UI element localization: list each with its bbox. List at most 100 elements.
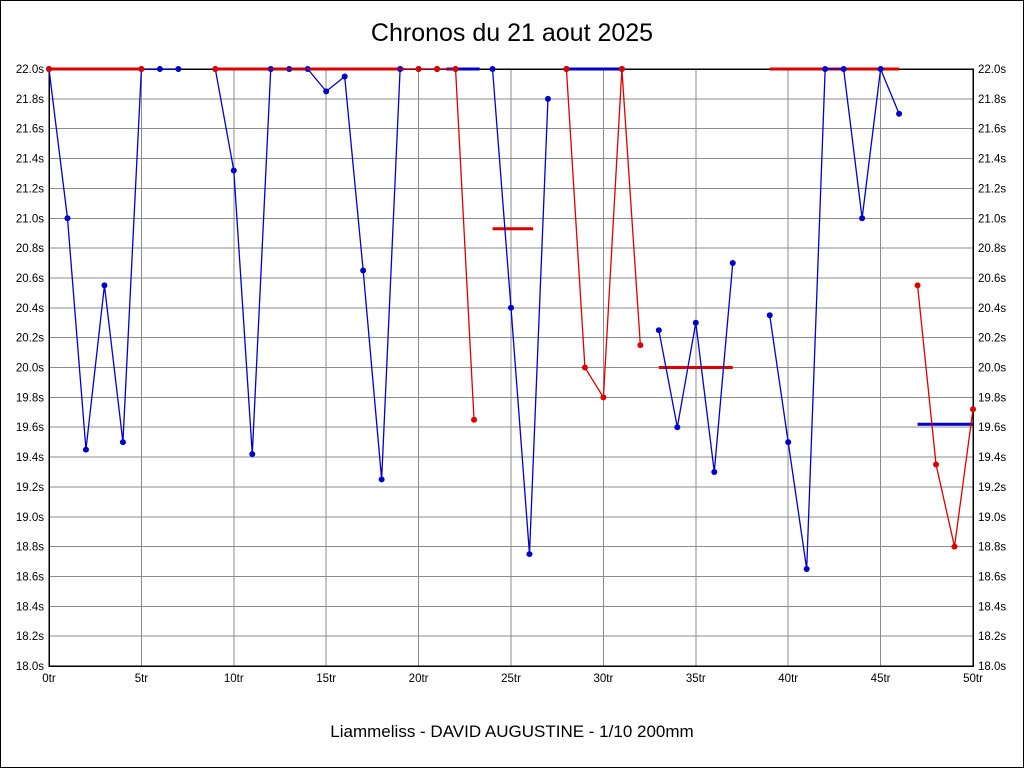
- x-tick-label: 5tr: [135, 673, 149, 685]
- y-tick-label-left: 20.0s: [16, 363, 44, 375]
- series-blue-point: [82, 446, 89, 453]
- y-tick-label-right: 22.0s: [978, 64, 1006, 76]
- y-tick-label-left: 21.0s: [16, 213, 44, 225]
- series-blue-point: [249, 451, 256, 458]
- y-tick-label-left: 21.8s: [16, 94, 44, 106]
- x-tick-label: 0tr: [42, 673, 56, 685]
- y-tick-label-left: 22.0s: [16, 64, 44, 76]
- series-blue-point: [544, 95, 551, 102]
- series-blue-point: [323, 88, 330, 95]
- y-tick-label-left: 18.8s: [16, 542, 44, 554]
- y-tick-label-right: 21.4s: [978, 154, 1006, 166]
- y-tick-label-left: 19.8s: [16, 392, 44, 404]
- series-blue-point: [508, 304, 514, 311]
- y-tick-label-left: 21.2s: [16, 183, 44, 195]
- series-red-point: [637, 342, 644, 349]
- series-blue-point: [101, 282, 108, 289]
- y-tick-label-right: 21.0s: [978, 213, 1006, 225]
- series-blue-point: [859, 215, 866, 222]
- series-red-point: [563, 66, 570, 72]
- y-tick-label-right: 21.8s: [978, 94, 1006, 106]
- series-blue-point: [803, 565, 810, 572]
- series-red-point: [452, 66, 459, 72]
- x-tick-label: 30tr: [593, 673, 613, 685]
- series-blue-point: [156, 66, 163, 72]
- series-blue-point: [692, 319, 699, 326]
- series-red-point: [581, 364, 588, 371]
- y-tick-label-left: 19.2s: [16, 482, 44, 494]
- series-blue-line: [214, 68, 456, 480]
- y-tick-label-left: 18.0s: [16, 661, 44, 673]
- series-blue-point: [526, 551, 533, 558]
- series-blue-line: [48, 68, 179, 450]
- y-tick-label-right: 19.6s: [978, 422, 1006, 434]
- y-tick-label-right: 19.4s: [978, 452, 1006, 464]
- series-blue-point: [230, 167, 237, 174]
- series-red-point: [471, 416, 478, 423]
- y-tick-label-right: 19.0s: [978, 512, 1006, 524]
- series-red-point: [212, 66, 219, 72]
- series-blue-point: [822, 66, 829, 72]
- series-red-point: [138, 66, 145, 72]
- series-blue-point: [840, 66, 847, 72]
- x-tick-label: 20tr: [409, 673, 429, 685]
- y-tick-label-right: 18.0s: [978, 661, 1006, 673]
- series-blue-point: [360, 267, 367, 274]
- x-tick-label: 35tr: [686, 673, 706, 685]
- x-tick-label: 15tr: [316, 673, 336, 685]
- series-red-point: [434, 66, 441, 72]
- series-blue-point: [896, 110, 903, 117]
- y-tick-label-left: 20.2s: [16, 333, 44, 345]
- y-tick-label-left: 20.6s: [16, 273, 44, 285]
- x-tick-label: 25tr: [501, 673, 521, 685]
- series-blue-line: [491, 68, 549, 555]
- y-tick-label-right: 21.2s: [978, 183, 1006, 195]
- y-tick-label-right: 19.2s: [978, 482, 1006, 494]
- x-tick-label: 10tr: [224, 673, 244, 685]
- series-blue-point: [64, 215, 71, 222]
- series-blue-point: [175, 66, 182, 72]
- series-blue-point: [378, 476, 385, 483]
- x-tick-label: 40tr: [778, 673, 798, 685]
- y-tick-label-right: 20.4s: [978, 303, 1006, 315]
- series-red-line: [916, 285, 974, 547]
- chart-footer: Liammeliss - DAVID AUGUSTINE - 1/10 200m…: [330, 722, 694, 741]
- y-tick-label-left: 20.8s: [16, 243, 44, 255]
- y-tick-label-left: 18.4s: [16, 601, 44, 613]
- y-tick-label-right: 21.6s: [978, 124, 1006, 136]
- chart-title: Chronos du 21 aout 2025: [370, 19, 654, 47]
- y-tick-label-left: 19.4s: [16, 452, 44, 464]
- series-red-point: [46, 66, 52, 72]
- series-blue-point: [489, 66, 496, 72]
- y-tick-label-right: 18.8s: [978, 542, 1006, 554]
- series-red-point: [618, 66, 625, 72]
- series-blue-point: [674, 424, 681, 431]
- series-red-point: [914, 282, 921, 289]
- series-blue-line: [769, 66, 900, 570]
- y-tick-label-right: 19.8s: [978, 392, 1006, 404]
- series-blue-point: [785, 439, 792, 446]
- y-tick-label-right: 18.2s: [978, 631, 1006, 643]
- series-blue-point: [341, 73, 348, 80]
- plot-frame: [48, 68, 974, 667]
- x-tick-label: 45tr: [871, 673, 891, 685]
- series-blue-point: [729, 260, 736, 267]
- series-blue-point: [766, 312, 773, 319]
- x-tick-label: 50tr: [963, 673, 983, 685]
- series-blue-point: [877, 66, 884, 72]
- series-blue-point: [711, 468, 718, 475]
- series-red-point: [415, 66, 422, 72]
- y-tick-label-right: 18.4s: [978, 601, 1006, 613]
- y-tick-label-right: 20.0s: [978, 363, 1006, 375]
- series-red-point: [933, 461, 940, 468]
- y-tick-label-right: 20.6s: [978, 273, 1006, 285]
- y-tick-label-left: 21.4s: [16, 154, 44, 166]
- y-tick-label-right: 18.6s: [978, 571, 1006, 583]
- y-tick-label-left: 19.6s: [16, 422, 44, 434]
- series-blue-point: [119, 439, 126, 446]
- y-tick-label-left: 18.6s: [16, 571, 44, 583]
- y-tick-label-right: 20.2s: [978, 333, 1006, 345]
